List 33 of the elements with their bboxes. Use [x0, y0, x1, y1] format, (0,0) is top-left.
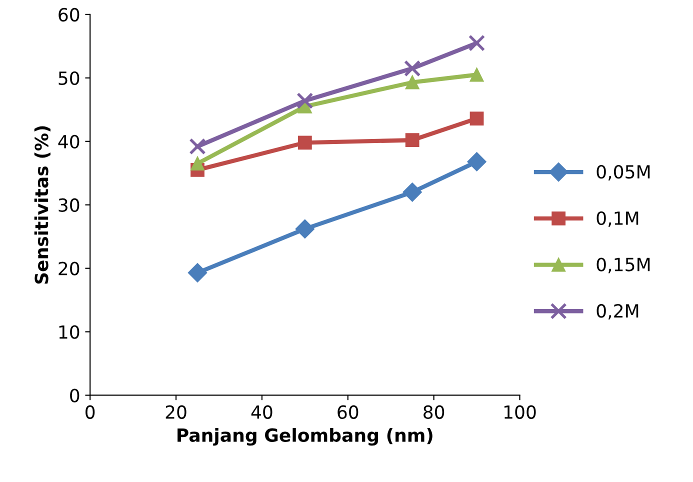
x-tick-label: 0 [86, 405, 95, 419]
x-tick-label: 80 [424, 405, 444, 419]
y-tick-label: 10 [59, 325, 80, 339]
point [298, 136, 312, 150]
legend-label: 0,1M [596, 211, 638, 227]
x-tick-label: 40 [251, 405, 272, 419]
point [402, 182, 422, 202]
point [405, 75, 420, 90]
y-axis-title: Sensitivitas (%) [34, 126, 50, 284]
legend-label: 0,15M [596, 258, 650, 274]
point [468, 34, 486, 52]
x-tick-label: 100 [504, 405, 536, 419]
point [189, 138, 206, 155]
point [190, 156, 204, 171]
x-tick-label: 20 [166, 405, 186, 419]
y-tick-label: 0 [70, 388, 80, 402]
x-tick-label: 60 [338, 405, 358, 419]
y-tick-label: 20 [58, 262, 80, 276]
y-tick-label: 50 [58, 71, 80, 86]
point [470, 68, 484, 82]
y-tick-label: 40 [58, 134, 80, 149]
point [470, 112, 484, 126]
legend-label: 0,05M [596, 164, 650, 180]
point [404, 60, 421, 77]
y-tick-label: 30 [58, 198, 80, 212]
point [295, 219, 314, 238]
point [188, 263, 208, 282]
x-axis-title: Panjang Gelombang (nm) [178, 428, 432, 446]
y-tick-label: 60 [58, 8, 80, 22]
point [405, 133, 420, 148]
legend-label: 0,2M [596, 304, 638, 320]
point [296, 92, 314, 110]
point [467, 152, 486, 172]
